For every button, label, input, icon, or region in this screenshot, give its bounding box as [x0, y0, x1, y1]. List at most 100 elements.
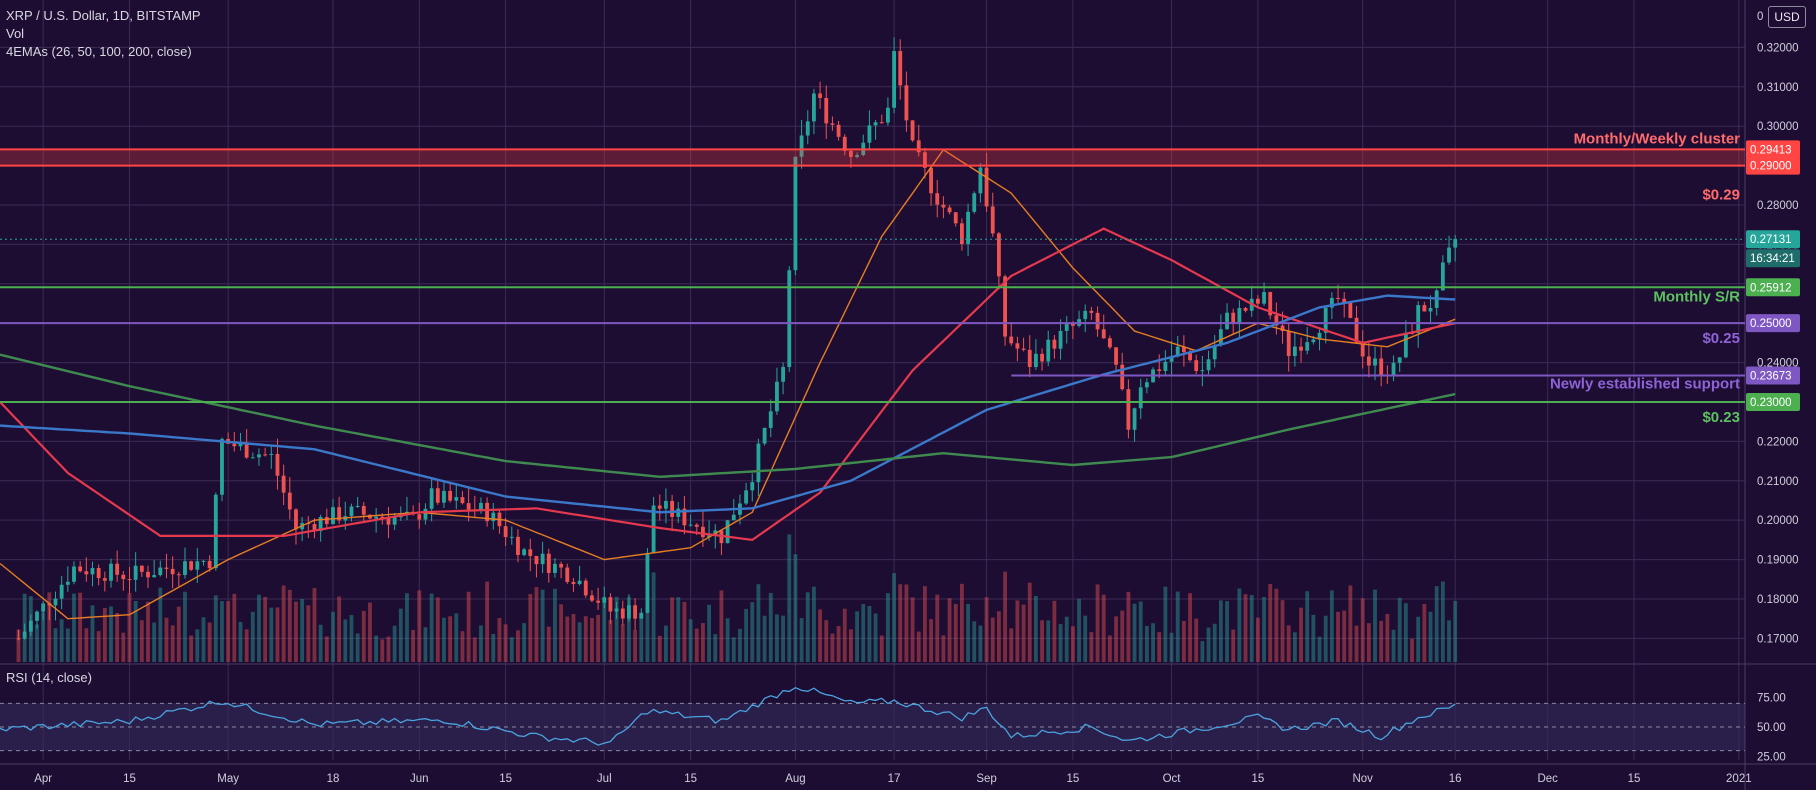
- volume-bar: [725, 618, 730, 662]
- volume-bar: [1416, 616, 1421, 662]
- price-tick-label: 0.22000: [1757, 436, 1799, 448]
- volume-bar: [559, 604, 564, 662]
- volume-bar: [1292, 632, 1297, 662]
- volume-bar: [596, 614, 601, 662]
- price-tick-label: 0.20000: [1757, 515, 1799, 527]
- level-price-note: $0.25: [1702, 330, 1740, 347]
- volume-bar: [799, 618, 804, 662]
- candle-body: [559, 563, 564, 568]
- candle-body: [996, 233, 1001, 277]
- volume-bar: [121, 632, 126, 662]
- volume-bar: [966, 604, 970, 662]
- volume-bar: [423, 627, 428, 662]
- volume-bar: [337, 596, 342, 662]
- volume-bar: [824, 620, 829, 662]
- candle-body: [744, 490, 749, 504]
- volume-bar: [1040, 620, 1044, 662]
- volume-bar: [59, 619, 64, 662]
- candle-body: [250, 457, 255, 459]
- volume-bar: [1033, 595, 1038, 662]
- candle-body: [312, 524, 317, 531]
- candle-body: [28, 620, 33, 632]
- level-badge-text: 0.23673: [1750, 370, 1792, 382]
- volume-bar: [466, 591, 471, 662]
- ema-200-line: [0, 353, 1456, 479]
- candle-body: [756, 443, 761, 483]
- candle-body: [35, 611, 39, 621]
- candle-body: [1027, 349, 1032, 368]
- candle-body: [139, 565, 144, 572]
- volume-bar: [226, 601, 231, 662]
- level-badge: [1746, 366, 1800, 385]
- volume-bar: [109, 606, 113, 662]
- volume-bar: [959, 583, 964, 662]
- candle-body: [1009, 336, 1014, 344]
- volume-bar: [374, 635, 379, 662]
- volume-bar: [990, 617, 995, 662]
- price-tick-label: 0: [1757, 11, 1763, 23]
- volume-bar: [1422, 604, 1427, 662]
- candle-body: [565, 567, 570, 582]
- candle-body: [836, 124, 841, 137]
- candle-body: [664, 500, 668, 509]
- candle-body: [1366, 356, 1371, 366]
- time-tick-label: 15: [684, 773, 697, 785]
- candle-body: [244, 443, 249, 458]
- volume-bar: [1329, 590, 1334, 662]
- volume-bars: [16, 534, 1458, 662]
- candle-body: [990, 206, 995, 234]
- candle-body: [189, 561, 194, 570]
- volume-bar: [1021, 604, 1026, 662]
- volume-bar: [503, 624, 508, 662]
- currency-button[interactable]: USD: [1768, 6, 1806, 28]
- candle-body: [1194, 360, 1199, 371]
- candle-body: [72, 566, 76, 582]
- volume-bar: [1447, 620, 1451, 662]
- volume-bar: [1323, 615, 1328, 662]
- candle-body: [448, 490, 453, 501]
- volume-bar: [682, 601, 687, 662]
- candle-body: [941, 204, 946, 208]
- candle-body: [1033, 353, 1038, 368]
- candle-body: [1299, 346, 1303, 351]
- candle-body: [392, 517, 397, 525]
- candle-body: [281, 475, 286, 493]
- candle-body: [318, 517, 323, 531]
- volume-bar: [1280, 600, 1285, 662]
- volume-bar: [1163, 586, 1168, 662]
- volume-bar: [1379, 620, 1384, 662]
- candle-body: [596, 600, 601, 603]
- volume-bar: [1397, 597, 1402, 662]
- candle-body: [170, 568, 175, 575]
- volume-bar: [1070, 626, 1075, 662]
- candle-body: [534, 555, 539, 565]
- volume-bar: [448, 616, 453, 662]
- volume-bar: [263, 596, 268, 662]
- volume-bar: [1169, 632, 1174, 662]
- candle-body: [78, 566, 83, 572]
- volume-bar: [1434, 586, 1439, 662]
- candle-body: [287, 492, 292, 510]
- candle-body: [220, 438, 224, 495]
- volume-bar: [645, 579, 650, 662]
- candle-body: [805, 121, 810, 136]
- volume-bar: [435, 597, 440, 662]
- zone-label: Monthly/Weekly cluster: [1574, 130, 1741, 147]
- candle-body: [799, 135, 804, 157]
- volume-bar: [392, 625, 397, 662]
- candle-body: [676, 508, 681, 517]
- volume-bar: [146, 601, 150, 662]
- volume-bar: [1385, 614, 1390, 662]
- candle-body: [1107, 338, 1112, 348]
- time-tick-label: 2021: [1726, 773, 1752, 785]
- candle-body: [947, 207, 952, 213]
- candle-body: [1329, 297, 1334, 308]
- volume-bar: [516, 630, 520, 662]
- time-tick-label: Nov: [1352, 773, 1373, 785]
- candle-body: [904, 85, 909, 121]
- volume-bar: [133, 601, 138, 662]
- candle-body: [1280, 325, 1285, 332]
- candle-body: [1397, 357, 1402, 363]
